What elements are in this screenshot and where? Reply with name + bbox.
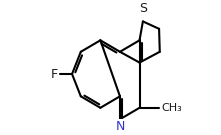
- Text: N: N: [115, 120, 125, 133]
- Text: CH₃: CH₃: [161, 103, 182, 113]
- Text: F: F: [51, 68, 58, 81]
- Text: S: S: [139, 2, 147, 15]
